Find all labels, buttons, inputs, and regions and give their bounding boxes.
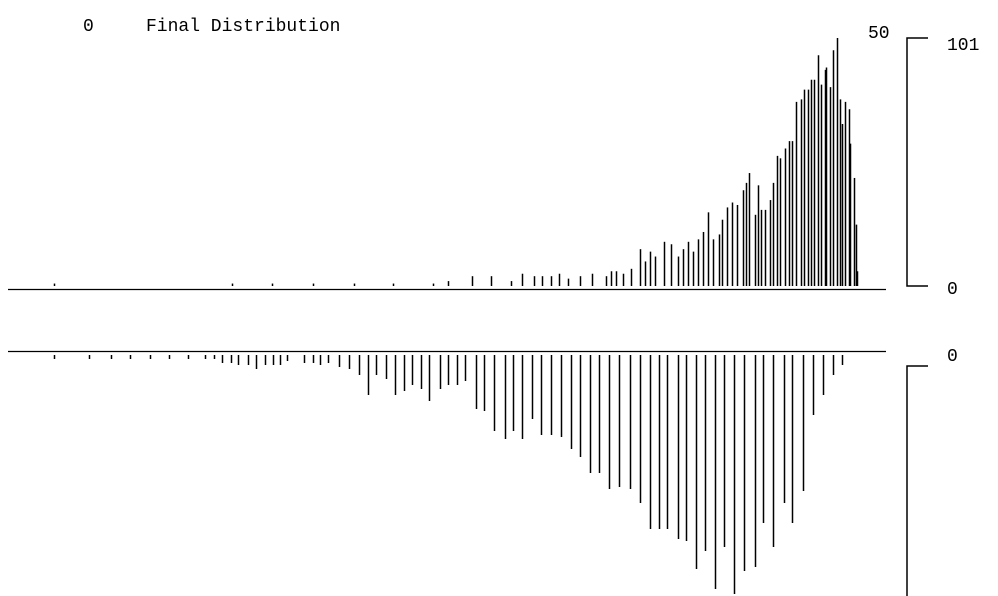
title-prefix: 0 [83, 17, 94, 37]
top-scale-bracket [906, 37, 928, 287]
bottom-y-label: 0 [947, 347, 958, 367]
x-axis-max-label: 50 [868, 24, 890, 44]
bottom-histogram [53, 355, 844, 594]
bottom-scale-bracket [906, 365, 928, 596]
top-y-max-label: 101 [947, 36, 979, 56]
chart-title: Final Distribution [146, 17, 340, 37]
top-y-min-label: 0 [947, 280, 958, 300]
top-histogram [53, 38, 859, 286]
